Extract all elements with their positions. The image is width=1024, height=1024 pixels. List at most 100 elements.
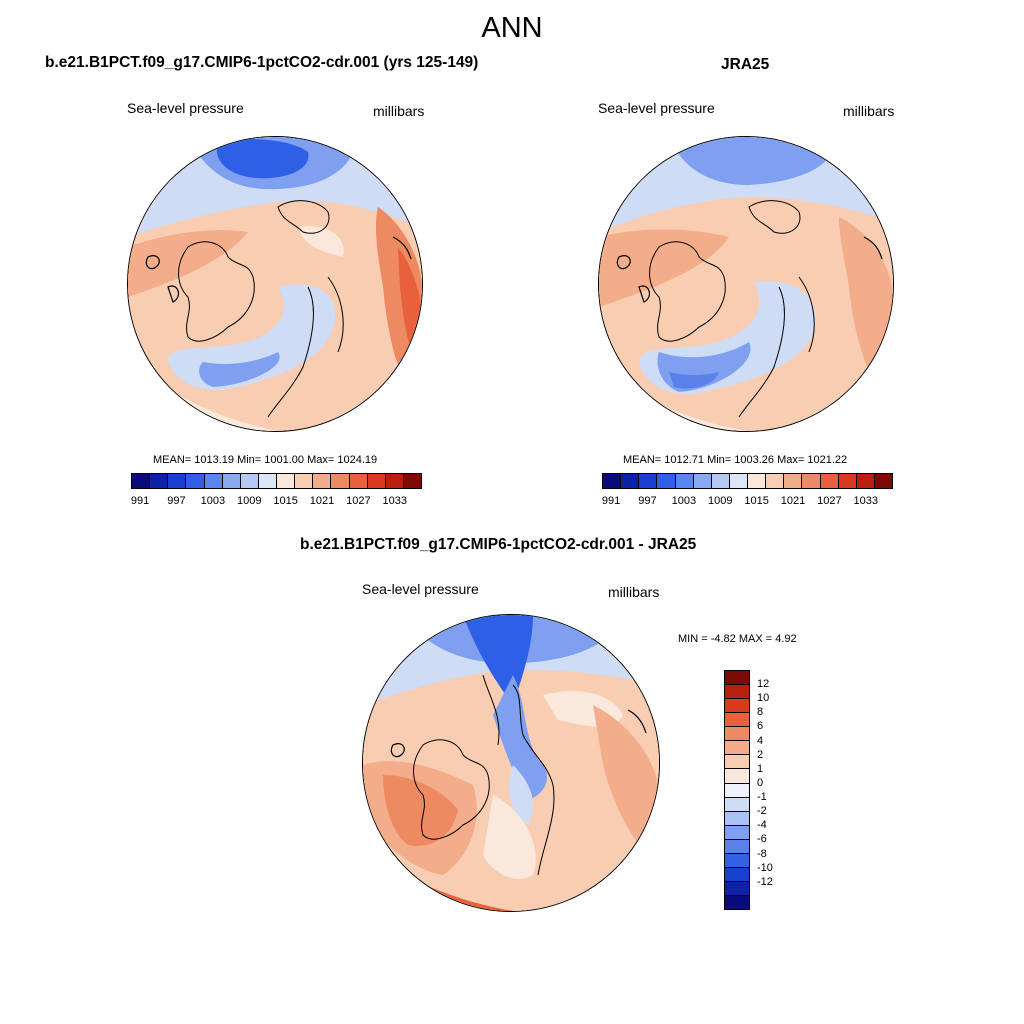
colorbar-swatch <box>403 474 421 488</box>
colorbar-tick-label: -1 <box>757 791 767 804</box>
panel-1-stats: MEAN= 1013.19 Min= 1001.00 Max= 1024.19 <box>153 454 378 466</box>
colorbar-tick-label: 1021 <box>309 495 335 507</box>
colorbar-tick-label: -8 <box>757 847 767 860</box>
colorbar-tick-label: 2 <box>757 748 764 761</box>
panel-2-polar-map <box>598 136 894 432</box>
colorbar-swatch <box>725 896 749 910</box>
colorbar-swatch <box>874 474 892 488</box>
colorbar-swatch <box>725 685 749 700</box>
colorbar-swatch <box>222 474 241 488</box>
colorbar-swatch <box>725 853 749 868</box>
colorbar-swatch <box>313 474 332 488</box>
colorbar-swatch <box>725 755 749 770</box>
colorbar-swatch <box>711 474 730 488</box>
colorbar-tick-label: 4 <box>757 734 764 747</box>
colorbar-tick-label: 991 <box>130 495 150 507</box>
colorbar-swatch <box>277 474 296 488</box>
colorbar-swatch <box>675 474 694 488</box>
colorbar-tick-label: 1033 <box>382 495 407 507</box>
colorbar-swatch <box>820 474 839 488</box>
colorbar-swatch <box>258 474 277 488</box>
panel-3-polar-map <box>362 614 660 912</box>
colorbar-swatch <box>725 881 749 896</box>
panel-2-variable: Sea-level pressure <box>598 100 715 116</box>
colorbar-tick-label: 1009 <box>707 495 733 507</box>
colorbar-swatch <box>725 671 749 686</box>
colorbar-tick-label: -4 <box>757 819 767 832</box>
colorbar-tick-label: 1 <box>757 762 764 775</box>
colorbar-swatch <box>725 699 749 714</box>
colorbar-swatch <box>132 474 151 488</box>
colorbar-tick-label: 1021 <box>780 495 806 507</box>
colorbar-tick-label: 1027 <box>817 495 842 507</box>
colorbar-swatch <box>657 474 676 488</box>
colorbar-tick-label: 1003 <box>671 495 697 507</box>
colorbar-tick-label: 997 <box>638 495 657 507</box>
colorbar-tick-label: 997 <box>167 495 186 507</box>
colorbar-tick-label: -6 <box>757 833 767 846</box>
panel-3-units: millibars <box>608 584 660 600</box>
colorbar-tick-label: 991 <box>601 495 621 507</box>
colorbar-swatch <box>204 474 223 488</box>
colorbar-tick-label: 1027 <box>346 495 371 507</box>
panel-1-variable: Sea-level pressure <box>127 100 244 116</box>
colorbar-tick-label: 6 <box>757 720 764 733</box>
colorbar-swatch <box>621 474 640 488</box>
colorbar-swatch <box>856 474 875 488</box>
panel-3-stats: MIN = -4.82 MAX = 4.92 <box>678 633 797 645</box>
colorbar-swatch <box>725 741 749 756</box>
colorbar-tick-label: 12 <box>757 678 770 691</box>
colorbar-swatch <box>766 474 785 488</box>
colorbar-swatch <box>729 474 748 488</box>
panel-1-colorbar <box>131 473 422 489</box>
colorbar-tick-label: -2 <box>757 805 767 818</box>
panel-2-colorbar-labels: 991 997 1003 1009 1015 1021 1027 1033 <box>602 495 893 509</box>
panel-2-title: JRA25 <box>721 56 770 73</box>
panel-1-units: millibars <box>373 103 425 119</box>
colorbar-swatch <box>725 825 749 840</box>
colorbar-tick-label: 1009 <box>236 495 262 507</box>
colorbar-swatch <box>725 727 749 742</box>
colorbar-swatch <box>168 474 187 488</box>
panel-3-variable: Sea-level pressure <box>362 581 479 597</box>
colorbar-tick-label: 1033 <box>853 495 878 507</box>
colorbar-swatch <box>295 474 314 488</box>
colorbar-swatch <box>186 474 205 488</box>
colorbar-swatch <box>639 474 658 488</box>
colorbar-swatch <box>784 474 803 488</box>
colorbar-tick-label: 10 <box>757 692 770 705</box>
panel-3-colorbar <box>724 670 750 910</box>
colorbar-swatch <box>838 474 857 488</box>
colorbar-swatch <box>331 474 350 488</box>
colorbar-swatch <box>725 769 749 784</box>
panel-1-colorbar-labels: 991 997 1003 1009 1015 1021 1027 1033 <box>131 495 422 509</box>
colorbar-swatch <box>725 811 749 826</box>
colorbar-swatch <box>802 474 821 488</box>
colorbar-tick-label: 1003 <box>200 495 226 507</box>
colorbar-tick-label: -10 <box>757 861 773 874</box>
panel-3-colorbar-labels: 12 10 8 6 4 2 1 0 -1 -2 -4 -6 -8 -10 -12 <box>757 670 797 910</box>
colorbar-tick-label: 8 <box>757 706 764 719</box>
colorbar-swatch <box>603 474 622 488</box>
colorbar-swatch <box>385 474 404 488</box>
panel-3-title: b.e21.B1PCT.f09_g17.CMIP6-1pctCO2-cdr.00… <box>300 536 697 553</box>
colorbar-tick-label: 1015 <box>273 495 298 507</box>
colorbar-swatch <box>349 474 368 488</box>
panel-2-units: millibars <box>843 103 895 119</box>
panel-2-stats: MEAN= 1012.71 Min= 1003.26 Max= 1021.22 <box>623 454 848 466</box>
colorbar-tick-label: 0 <box>757 776 764 789</box>
colorbar-swatch <box>725 713 749 728</box>
colorbar-swatch <box>725 839 749 854</box>
panel-2-colorbar <box>602 473 893 489</box>
colorbar-swatch <box>150 474 169 488</box>
colorbar-tick-label: 1015 <box>744 495 769 507</box>
colorbar-swatch <box>725 867 749 882</box>
colorbar-tick-label: -12 <box>757 875 773 888</box>
colorbar-swatch <box>725 797 749 812</box>
colorbar-swatch <box>693 474 712 488</box>
figure-title: ANN <box>481 12 543 44</box>
colorbar-swatch <box>367 474 386 488</box>
colorbar-swatch <box>725 783 749 798</box>
panel-1-title: b.e21.B1PCT.f09_g17.CMIP6-1pctCO2-cdr.00… <box>45 54 479 71</box>
colorbar-swatch <box>240 474 259 488</box>
